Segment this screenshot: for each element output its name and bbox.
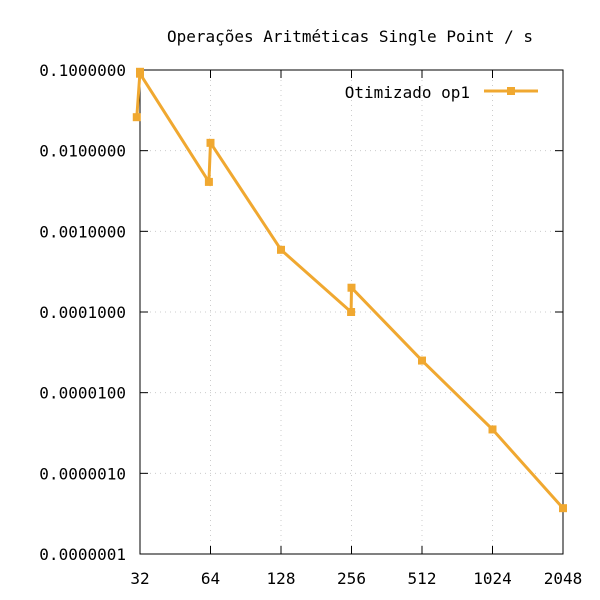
data-point (277, 245, 285, 254)
y-tick-label: 0.1000000 (39, 61, 126, 80)
data-point (559, 504, 567, 513)
data-point (418, 356, 426, 365)
series-layer (132, 67, 567, 513)
legend-marker (507, 87, 515, 95)
data-point (206, 138, 215, 147)
legend: Otimizado op1 (345, 83, 538, 102)
x-tick-label: 128 (267, 569, 296, 588)
y-tick-label: 0.0010000 (39, 222, 126, 241)
x-tick-label: 32 (130, 569, 149, 588)
data-point (136, 69, 144, 78)
data-point (347, 308, 356, 316)
data-point (488, 425, 497, 434)
y-tick-label: 0.0100000 (39, 142, 126, 161)
x-tick-label: 64 (201, 569, 220, 588)
y-tick-label: 0.0000100 (39, 384, 126, 403)
x-tick-label: 256 (337, 569, 366, 588)
data-point (347, 283, 356, 292)
x-tick-label: 512 (408, 569, 437, 588)
data-point (132, 113, 141, 122)
axis-layer: 32 64 128 256 512 1024 2048 0.1000000 0.0100000 0… (39, 61, 582, 588)
legend-label: Otimizado op1 (345, 83, 470, 102)
y-tick-label: 0.0001000 (39, 303, 126, 322)
chart-title: Operações Aritméticas Single Point / s (167, 27, 533, 46)
y-tick-label: 0.0000001 (39, 545, 126, 564)
x-tick-label: 2048 (544, 569, 583, 588)
data-point (204, 177, 213, 186)
y-tick-label: 0.0000010 (39, 464, 126, 483)
x-tick-label: 1024 (473, 569, 512, 588)
